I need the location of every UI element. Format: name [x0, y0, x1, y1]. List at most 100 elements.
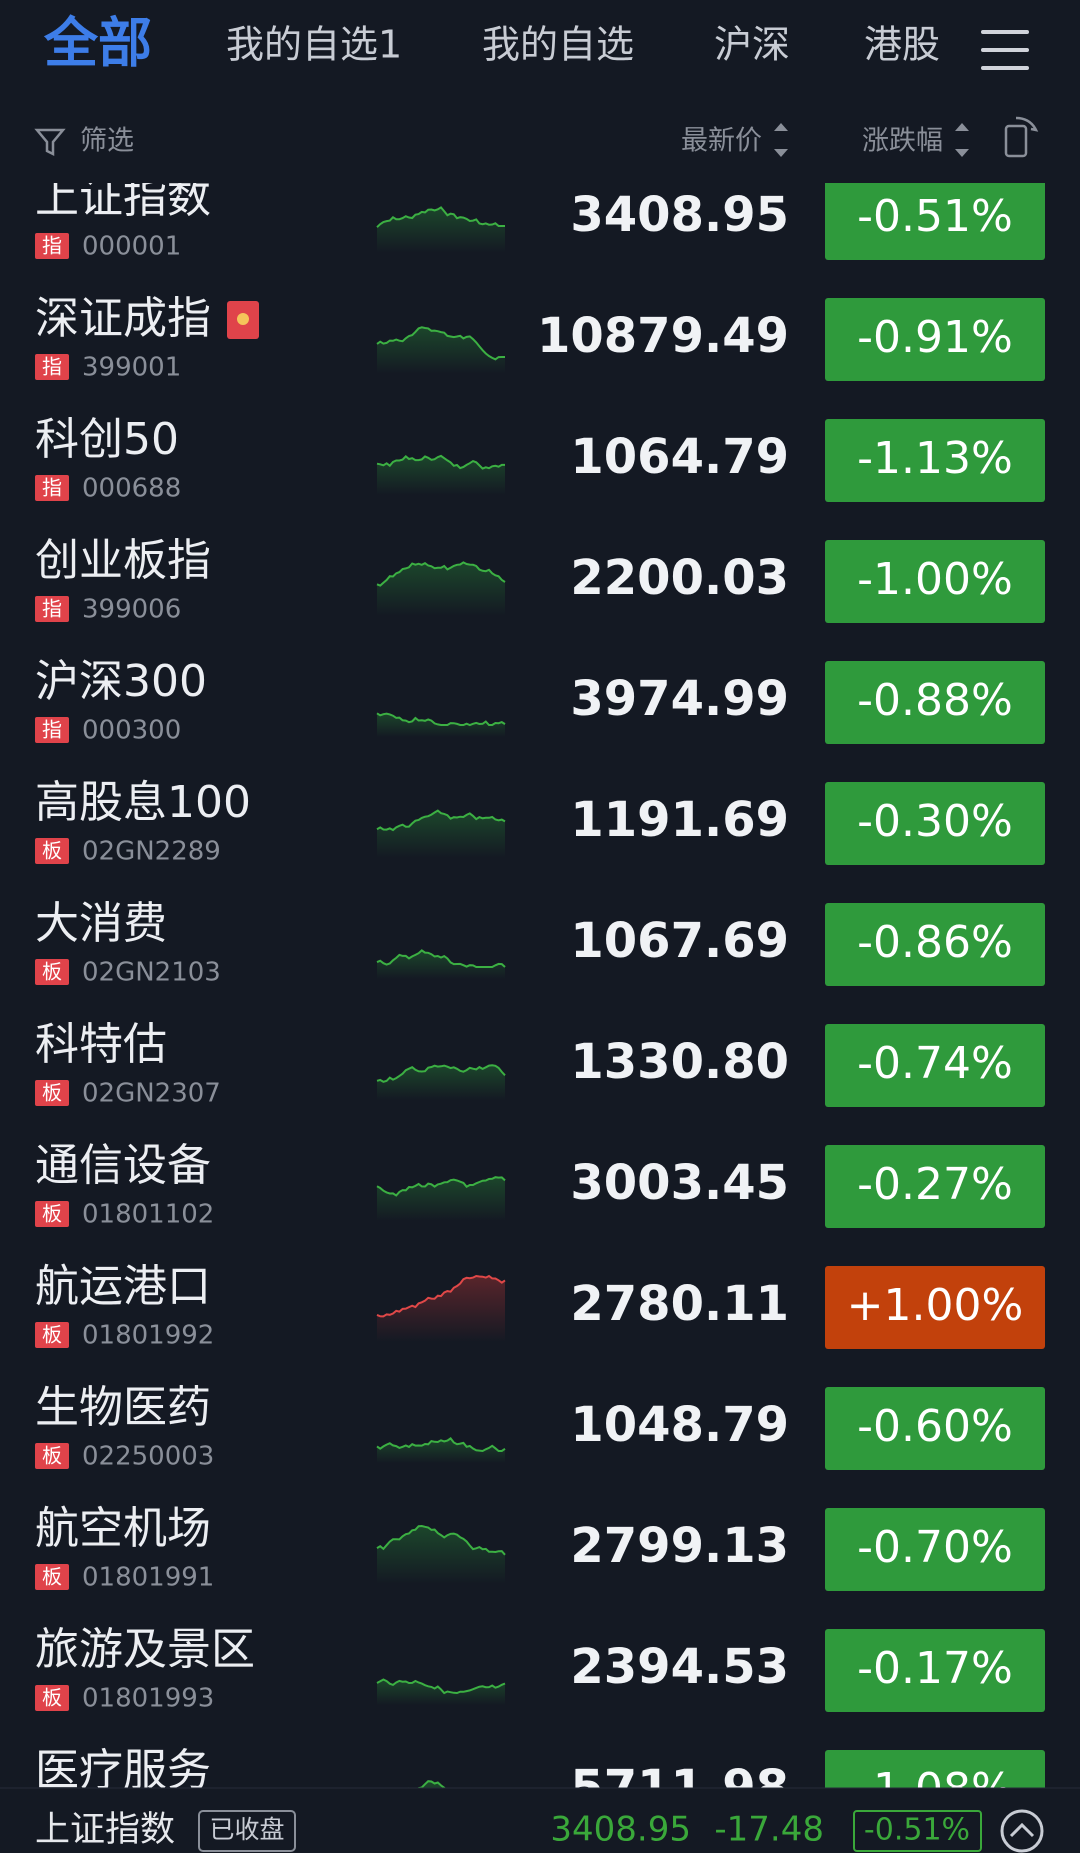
- sparkline-area: [377, 1065, 505, 1100]
- change-box: [825, 1266, 1045, 1349]
- stock-name: 通信设备: [35, 1140, 211, 1191]
- stock-code: 000001: [82, 232, 181, 262]
- tag: 板: [42, 1444, 62, 1468]
- sparkline-area: [377, 562, 505, 616]
- tag: 板: [42, 960, 62, 984]
- tag-badge: [35, 354, 69, 380]
- stock-name: 航运港口: [35, 1261, 211, 1312]
- tab[interactable]: 全部: [43, 12, 152, 75]
- tag-badge: [35, 1080, 69, 1106]
- sparkline: [376, 1176, 506, 1197]
- stock-code: 02250003: [82, 1442, 214, 1472]
- tag: 板: [42, 1081, 62, 1105]
- stock-code: 01801992: [82, 1321, 214, 1351]
- sparkline: [376, 809, 506, 832]
- stock-name: 科创50: [35, 414, 179, 465]
- stock-row[interactable]: 科创50 指 000688 1064.79 -1.13%: [35, 414, 1045, 504]
- change-box: [825, 1508, 1045, 1591]
- market-status: 已收盘: [209, 1815, 284, 1844]
- stock-code: 399006: [82, 595, 181, 625]
- change-box: [825, 540, 1045, 623]
- change-box: [825, 419, 1045, 502]
- change-box: [825, 1024, 1045, 1107]
- price: 1067.69: [570, 913, 789, 969]
- tab[interactable]: 港股: [864, 23, 940, 67]
- sparkline: [376, 1524, 506, 1556]
- sparkline-area: [377, 950, 505, 979]
- sparkline: [376, 454, 505, 470]
- tag: 板: [42, 1202, 62, 1226]
- stock-code: 399001: [82, 353, 181, 383]
- change: -1.00%: [857, 554, 1013, 605]
- change: -0.91%: [857, 312, 1013, 363]
- stock-code: 02GN2307: [82, 1079, 221, 1109]
- stock-name: 创业板指: [35, 535, 211, 586]
- stock-name: 大消费: [35, 898, 167, 949]
- stock-name: 科特估: [35, 1019, 167, 1070]
- filter[interactable]: 筛选: [80, 126, 134, 157]
- tab[interactable]: 沪深: [714, 23, 790, 67]
- percent-box: [853, 1810, 982, 1852]
- column-header[interactable]: 涨跌幅: [862, 126, 943, 157]
- change-box: [825, 183, 1045, 260]
- footer-percent: -0.51%: [864, 1813, 970, 1848]
- tag-badge: [35, 1201, 69, 1227]
- change-box: [825, 1750, 1045, 1788]
- stock-code: 01801991: [82, 1563, 214, 1593]
- expand-button[interactable]: [1000, 1809, 1044, 1853]
- tag-badge: [35, 838, 69, 864]
- tag: 板: [42, 1686, 62, 1710]
- sparkline: [385, 1780, 446, 1788]
- sparkline-area: [377, 1526, 505, 1584]
- stock-code: 01801993: [82, 1684, 214, 1714]
- change: -0.74%: [857, 1038, 1013, 1089]
- change: -0.86%: [857, 917, 1013, 968]
- tag-badge: [35, 233, 69, 259]
- stock-row[interactable]: 沪深300 指 000300 3974.99 -0.88%: [35, 656, 1045, 746]
- sort-icon: [955, 123, 969, 157]
- sparkline-area: [377, 327, 505, 374]
- rotate-icon[interactable]: [1004, 116, 1039, 158]
- stock-name: 深证成指: [35, 293, 211, 344]
- stock-row[interactable]: 高股息100 板 02GN2289 1191.69 -0.30%: [35, 777, 1045, 867]
- price: 3003.45: [570, 1155, 789, 1211]
- status-box: [198, 1810, 296, 1852]
- stock-name: 上证指数: [35, 172, 211, 223]
- red-envelope-dot: [237, 313, 249, 325]
- price: 5711.98: [570, 1760, 789, 1816]
- footer-name[interactable]: 上证指数: [35, 1810, 175, 1850]
- sparkline-area: [377, 810, 505, 858]
- tag-badge: [35, 1443, 69, 1469]
- tag-badge: [35, 596, 69, 622]
- stock-row[interactable]: 医疗服务 5711.98 -1.08%: [35, 1745, 1045, 1833]
- tag-badge: [35, 717, 69, 743]
- price: 3974.99: [570, 671, 789, 727]
- price: 2394.53: [570, 1639, 789, 1695]
- change: -0.17%: [857, 1643, 1013, 1694]
- tag-badge: [35, 1685, 69, 1711]
- tag: 指: [42, 476, 62, 500]
- filter-icon[interactable]: [34, 128, 66, 157]
- tab[interactable]: 我的自选1: [226, 23, 402, 67]
- stock-name: 沪深300: [35, 656, 207, 707]
- tag-badge: [35, 1322, 69, 1348]
- tab[interactable]: 我的自选: [482, 23, 634, 67]
- change: -0.51%: [857, 191, 1013, 242]
- stock-code: 000688: [82, 474, 181, 504]
- tag-badge: [35, 475, 69, 501]
- change: -1.13%: [857, 433, 1013, 484]
- column-header[interactable]: 最新价: [681, 126, 762, 157]
- menu-button[interactable]: [981, 30, 1029, 70]
- change-box: [825, 661, 1045, 744]
- price: 1048.79: [570, 1397, 789, 1453]
